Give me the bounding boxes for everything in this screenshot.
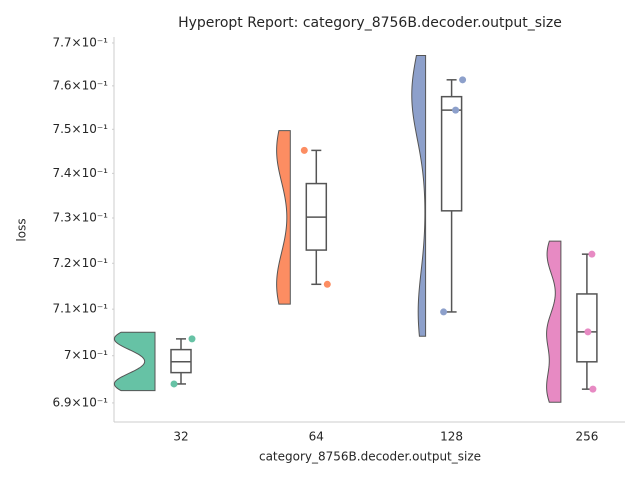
violin	[276, 130, 291, 305]
y-tick-label: 7.4×10⁻¹	[52, 166, 108, 180]
x-tick-label: 32	[173, 430, 188, 444]
y-tick-label: 6.9×10⁻¹	[52, 395, 108, 409]
point	[584, 328, 592, 336]
y-tick-label: 7.1×10⁻¹	[52, 302, 108, 316]
x-tick-label: 64	[309, 430, 324, 444]
point	[459, 76, 467, 84]
point	[188, 335, 196, 343]
chart-title: Hyperopt Report: category_8756B.decoder.…	[178, 15, 562, 31]
point	[300, 146, 308, 154]
y-axis-label: loss	[15, 218, 29, 241]
violin	[411, 55, 427, 337]
point	[440, 308, 448, 316]
point	[323, 280, 331, 288]
x-axis-label: category_8756B.decoder.output_size	[259, 450, 481, 464]
x-tick-label: 128	[440, 430, 463, 444]
point	[170, 380, 178, 388]
x-tick-label: 256	[575, 430, 598, 444]
violin	[113, 331, 156, 392]
point	[452, 106, 460, 114]
box	[440, 95, 463, 212]
y-tick-label: 7.7×10⁻¹	[52, 35, 108, 49]
y-tick-label: 7.3×10⁻¹	[52, 211, 108, 225]
y-tick-label: 7.5×10⁻¹	[52, 122, 108, 136]
y-tick-label: 7×10⁻¹	[64, 348, 108, 362]
y-tick-label: 7.2×10⁻¹	[52, 256, 108, 270]
violin	[546, 240, 562, 403]
point	[589, 385, 597, 393]
y-tick-label: 7.6×10⁻¹	[52, 78, 108, 92]
box	[576, 293, 598, 363]
point	[588, 250, 596, 258]
